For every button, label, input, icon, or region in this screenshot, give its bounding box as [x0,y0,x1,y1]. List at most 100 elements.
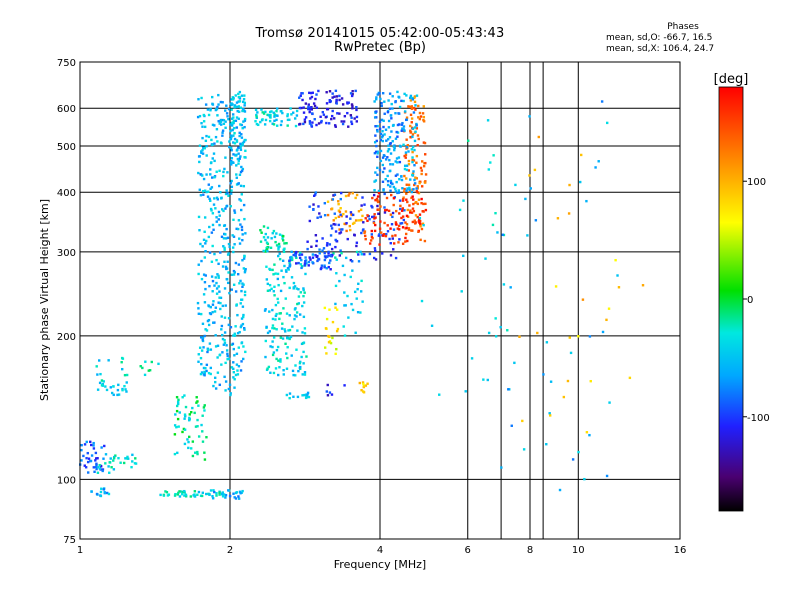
data-point [269,113,272,117]
data-point [295,250,298,254]
data-point [376,173,379,177]
data-point [374,134,377,137]
colorbar-tick-label: -100 [747,413,770,424]
data-point [372,221,376,225]
data-point [314,234,318,237]
data-point [319,215,322,219]
data-point [302,350,305,354]
data-point [302,341,306,344]
data-point [202,120,206,123]
data-point [213,310,217,313]
colorbar-unit-label: [deg] [714,72,749,87]
data-point [414,108,417,111]
data-point [181,396,184,399]
data-point [281,111,284,115]
data-point [220,315,223,318]
data-point [399,222,402,225]
data-point [362,228,365,231]
data-point [208,225,211,229]
data-point [213,284,216,287]
data-point [255,116,259,120]
data-point [183,394,186,397]
data-point [300,265,304,268]
data-point [362,382,365,386]
data-point [409,131,412,134]
data-point [213,176,216,179]
data-point [491,223,495,227]
data-point [227,117,230,121]
data-point [187,440,190,444]
data-point [227,489,230,492]
data-point [230,103,233,107]
data-point [225,104,228,107]
data-point [310,245,313,248]
data-point [418,219,422,223]
data-point [417,116,420,119]
data-point [226,281,230,285]
data-point [243,327,246,330]
data-point [411,96,414,100]
data-point [290,250,293,254]
data-point [175,426,178,429]
data-point [300,258,303,262]
data-point [224,265,228,269]
data-point [260,108,263,111]
data-point [391,140,394,143]
data-point [396,123,400,127]
y-tick-label: 750 [57,58,76,69]
data-point [420,185,424,188]
data-point [197,263,200,266]
data-point [370,233,374,236]
data-point [244,268,247,271]
data-point [396,131,400,134]
data-point [324,116,328,119]
data-point [350,94,354,98]
data-point [235,303,239,306]
data-point [328,90,332,93]
data-point [528,115,531,118]
data-point [377,208,380,211]
data-point [205,145,208,148]
x-axis-label: Frequency [MHz] [334,558,426,571]
data-point [197,307,200,310]
data-point [204,328,207,331]
data-point [298,256,302,260]
data-point [351,213,355,217]
data-point [218,122,221,125]
data-point [230,185,234,189]
data-point [302,315,306,319]
data-point [229,205,232,208]
data-point [406,239,409,243]
data-point [400,209,404,212]
data-point [241,238,244,242]
data-point [334,238,337,242]
data-point [86,471,90,474]
data-point [332,252,335,255]
data-point [616,274,619,277]
data-point [299,251,302,255]
data-point [119,461,122,464]
data-point [233,333,237,337]
data-point [417,198,421,201]
data-point [494,211,497,215]
data-point [307,103,310,106]
data-point [239,325,243,329]
data-point [182,427,186,431]
data-point [293,285,297,288]
data-point [223,224,227,227]
data-point [325,121,328,125]
data-point [413,183,416,187]
data-point [210,260,214,263]
data-point [375,110,378,113]
data-point [264,308,267,311]
data-point [201,336,205,339]
data-point [292,287,295,290]
data-point [157,362,160,366]
data-point [378,168,382,172]
data-point [213,376,217,379]
data-point [255,113,258,117]
data-point [328,308,331,311]
data-point [217,210,221,214]
data-point [389,114,393,117]
data-point [585,431,589,434]
